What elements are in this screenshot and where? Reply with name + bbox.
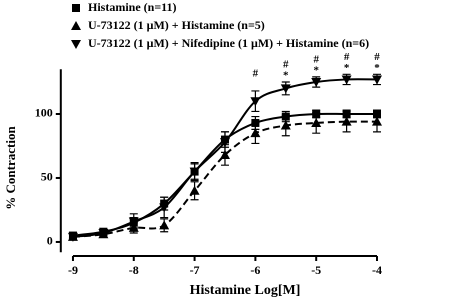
annotation: #	[313, 53, 319, 65]
annotation: *	[283, 70, 289, 82]
marker	[67, 232, 78, 242]
marker	[311, 117, 322, 127]
marker	[250, 128, 261, 138]
legend-label: U-73122 (1 μM) + Histamine (n=5)	[88, 18, 265, 32]
marker	[159, 220, 170, 230]
annotation: #	[344, 51, 350, 63]
x-tick-label: -6	[250, 263, 260, 277]
marker	[341, 75, 352, 85]
legend-label: Histamine (n=11)	[88, 0, 177, 14]
annotation: #	[283, 59, 289, 71]
x-tick-label: -9	[68, 263, 78, 277]
marker	[341, 116, 352, 126]
marker	[311, 77, 322, 87]
marker	[372, 116, 382, 126]
x-axis-label: Histamine Log[M]	[190, 283, 301, 298]
marker	[280, 120, 291, 130]
x-tick-label: -8	[129, 263, 139, 277]
annotation: *	[344, 62, 350, 74]
marker	[98, 229, 109, 239]
marker	[189, 167, 200, 177]
y-tick-label: 50	[41, 170, 53, 184]
x-tick-label: -5	[311, 263, 321, 277]
annotation: #	[253, 67, 259, 79]
marker	[219, 138, 230, 148]
marker	[128, 217, 139, 227]
annotation: #	[374, 51, 380, 63]
marker	[189, 185, 200, 195]
y-axis-label: % Contraction	[3, 126, 18, 210]
y-tick-label: 100	[35, 106, 53, 120]
x-tick-label: -4	[372, 263, 382, 277]
x-tick-label: -7	[190, 263, 200, 277]
y-tick-label: 0	[47, 234, 53, 248]
marker	[280, 84, 291, 94]
marker	[219, 149, 230, 159]
legend-label: U-73122 (1 μM) + Nifedipine (1 μM) + His…	[88, 36, 369, 50]
legend-marker	[71, 21, 81, 30]
annotation: *	[313, 64, 319, 76]
marker	[372, 75, 382, 85]
annotation: *	[374, 62, 380, 74]
marker	[159, 203, 170, 213]
legend-marker	[72, 4, 80, 12]
marker	[250, 97, 261, 107]
legend-marker	[71, 40, 81, 49]
